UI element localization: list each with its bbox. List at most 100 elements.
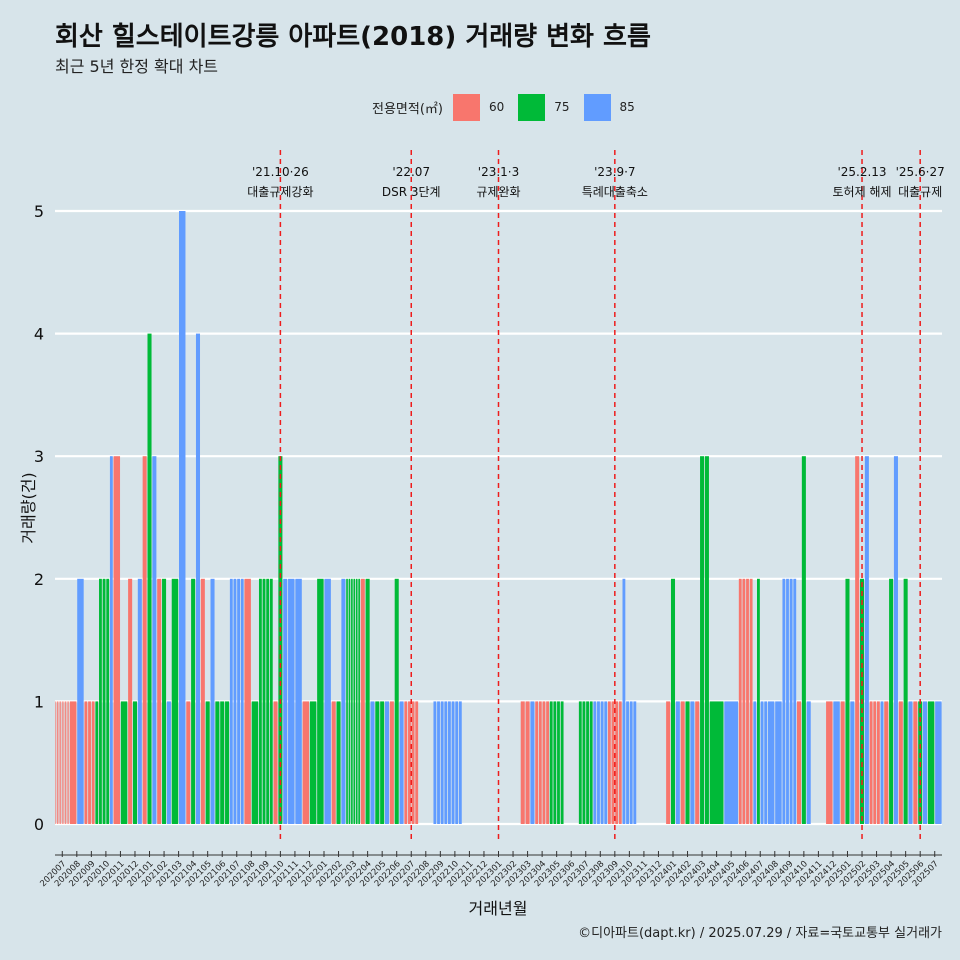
legend-label-75: 75	[554, 100, 570, 114]
legend-item-75: 75	[518, 93, 570, 121]
bar	[597, 701, 600, 824]
source-caption: ©디아파트(dapt.kr) / 2025.07.29 / 자료=국토교통부 실…	[578, 926, 942, 941]
bar	[873, 701, 877, 824]
bar	[611, 701, 615, 824]
bar	[530, 701, 535, 824]
bar	[546, 701, 549, 824]
bar	[302, 701, 310, 824]
bar	[157, 578, 162, 824]
bar	[375, 701, 380, 824]
x-axis-title: 거래년월	[469, 899, 528, 918]
bar	[629, 701, 633, 824]
bar	[178, 211, 186, 824]
event-date: '23.9·7	[594, 165, 635, 179]
bar	[244, 578, 251, 824]
bar	[269, 578, 273, 824]
bar	[341, 578, 346, 824]
event-label: 토허제 해제	[833, 185, 892, 199]
bar	[166, 701, 171, 824]
bar	[935, 701, 942, 824]
bar	[399, 701, 404, 824]
bar	[742, 578, 746, 824]
bar	[549, 701, 553, 824]
bar	[433, 701, 437, 824]
bar	[132, 701, 137, 824]
legend-item-85: 85	[583, 93, 635, 121]
bar	[626, 701, 629, 824]
bar	[789, 578, 793, 824]
bar	[266, 578, 270, 824]
bar	[273, 701, 278, 824]
bar	[796, 701, 802, 824]
y-tick-label: 3	[34, 447, 44, 466]
bar	[200, 578, 205, 824]
bar	[458, 701, 462, 824]
bar	[615, 701, 619, 824]
bar	[557, 701, 560, 824]
event-label: 특례대출축소	[582, 185, 648, 199]
legend: 전용면적(㎡) 60 75 85	[372, 92, 649, 122]
bar	[451, 701, 455, 824]
bar	[908, 701, 913, 824]
bar	[404, 701, 408, 824]
bar	[60, 701, 62, 824]
bar	[622, 578, 626, 824]
legend-swatch-60	[452, 93, 480, 121]
bar	[826, 701, 833, 824]
bar	[120, 701, 128, 824]
bar	[251, 701, 259, 824]
bar	[351, 578, 353, 824]
bar	[913, 701, 918, 824]
bar	[889, 578, 894, 824]
event-label: DSR 3단계	[382, 185, 441, 199]
bar	[869, 701, 873, 824]
bar	[582, 701, 586, 824]
bar	[142, 456, 147, 824]
bar	[162, 578, 167, 824]
y-tick-label: 1	[34, 692, 44, 711]
bar	[355, 578, 358, 824]
y-tick-label: 5	[34, 202, 44, 221]
y-axis-title: 거래량(건)	[19, 472, 38, 543]
bar	[538, 701, 542, 824]
bar	[709, 701, 724, 824]
bar	[560, 701, 564, 824]
bar	[210, 578, 215, 824]
bar	[205, 701, 210, 824]
bar	[324, 578, 331, 824]
bar	[840, 701, 845, 824]
bar	[331, 701, 336, 824]
bar	[855, 456, 860, 824]
bar	[850, 701, 855, 824]
bar	[680, 701, 685, 824]
bar	[171, 578, 179, 824]
bar	[237, 578, 240, 824]
bar	[801, 456, 806, 824]
bar	[923, 701, 928, 824]
bar	[360, 578, 365, 824]
bar	[68, 701, 70, 824]
bar	[903, 578, 908, 824]
bar	[240, 578, 244, 824]
bar	[95, 701, 99, 824]
bar	[746, 578, 749, 824]
bar	[525, 701, 530, 824]
bar	[288, 578, 295, 824]
bar	[65, 701, 66, 824]
y-tick-label: 0	[34, 815, 44, 834]
bar	[309, 701, 317, 824]
bar	[695, 701, 700, 824]
bar	[448, 701, 451, 824]
bar	[191, 578, 196, 824]
bar	[749, 578, 753, 824]
bar	[215, 701, 220, 824]
bar	[394, 578, 399, 824]
y-tick-label: 4	[34, 325, 44, 344]
bar	[864, 456, 869, 824]
bar	[225, 701, 230, 824]
bar	[77, 578, 84, 824]
bar	[99, 578, 102, 824]
bar	[666, 701, 671, 824]
bar	[690, 701, 695, 824]
